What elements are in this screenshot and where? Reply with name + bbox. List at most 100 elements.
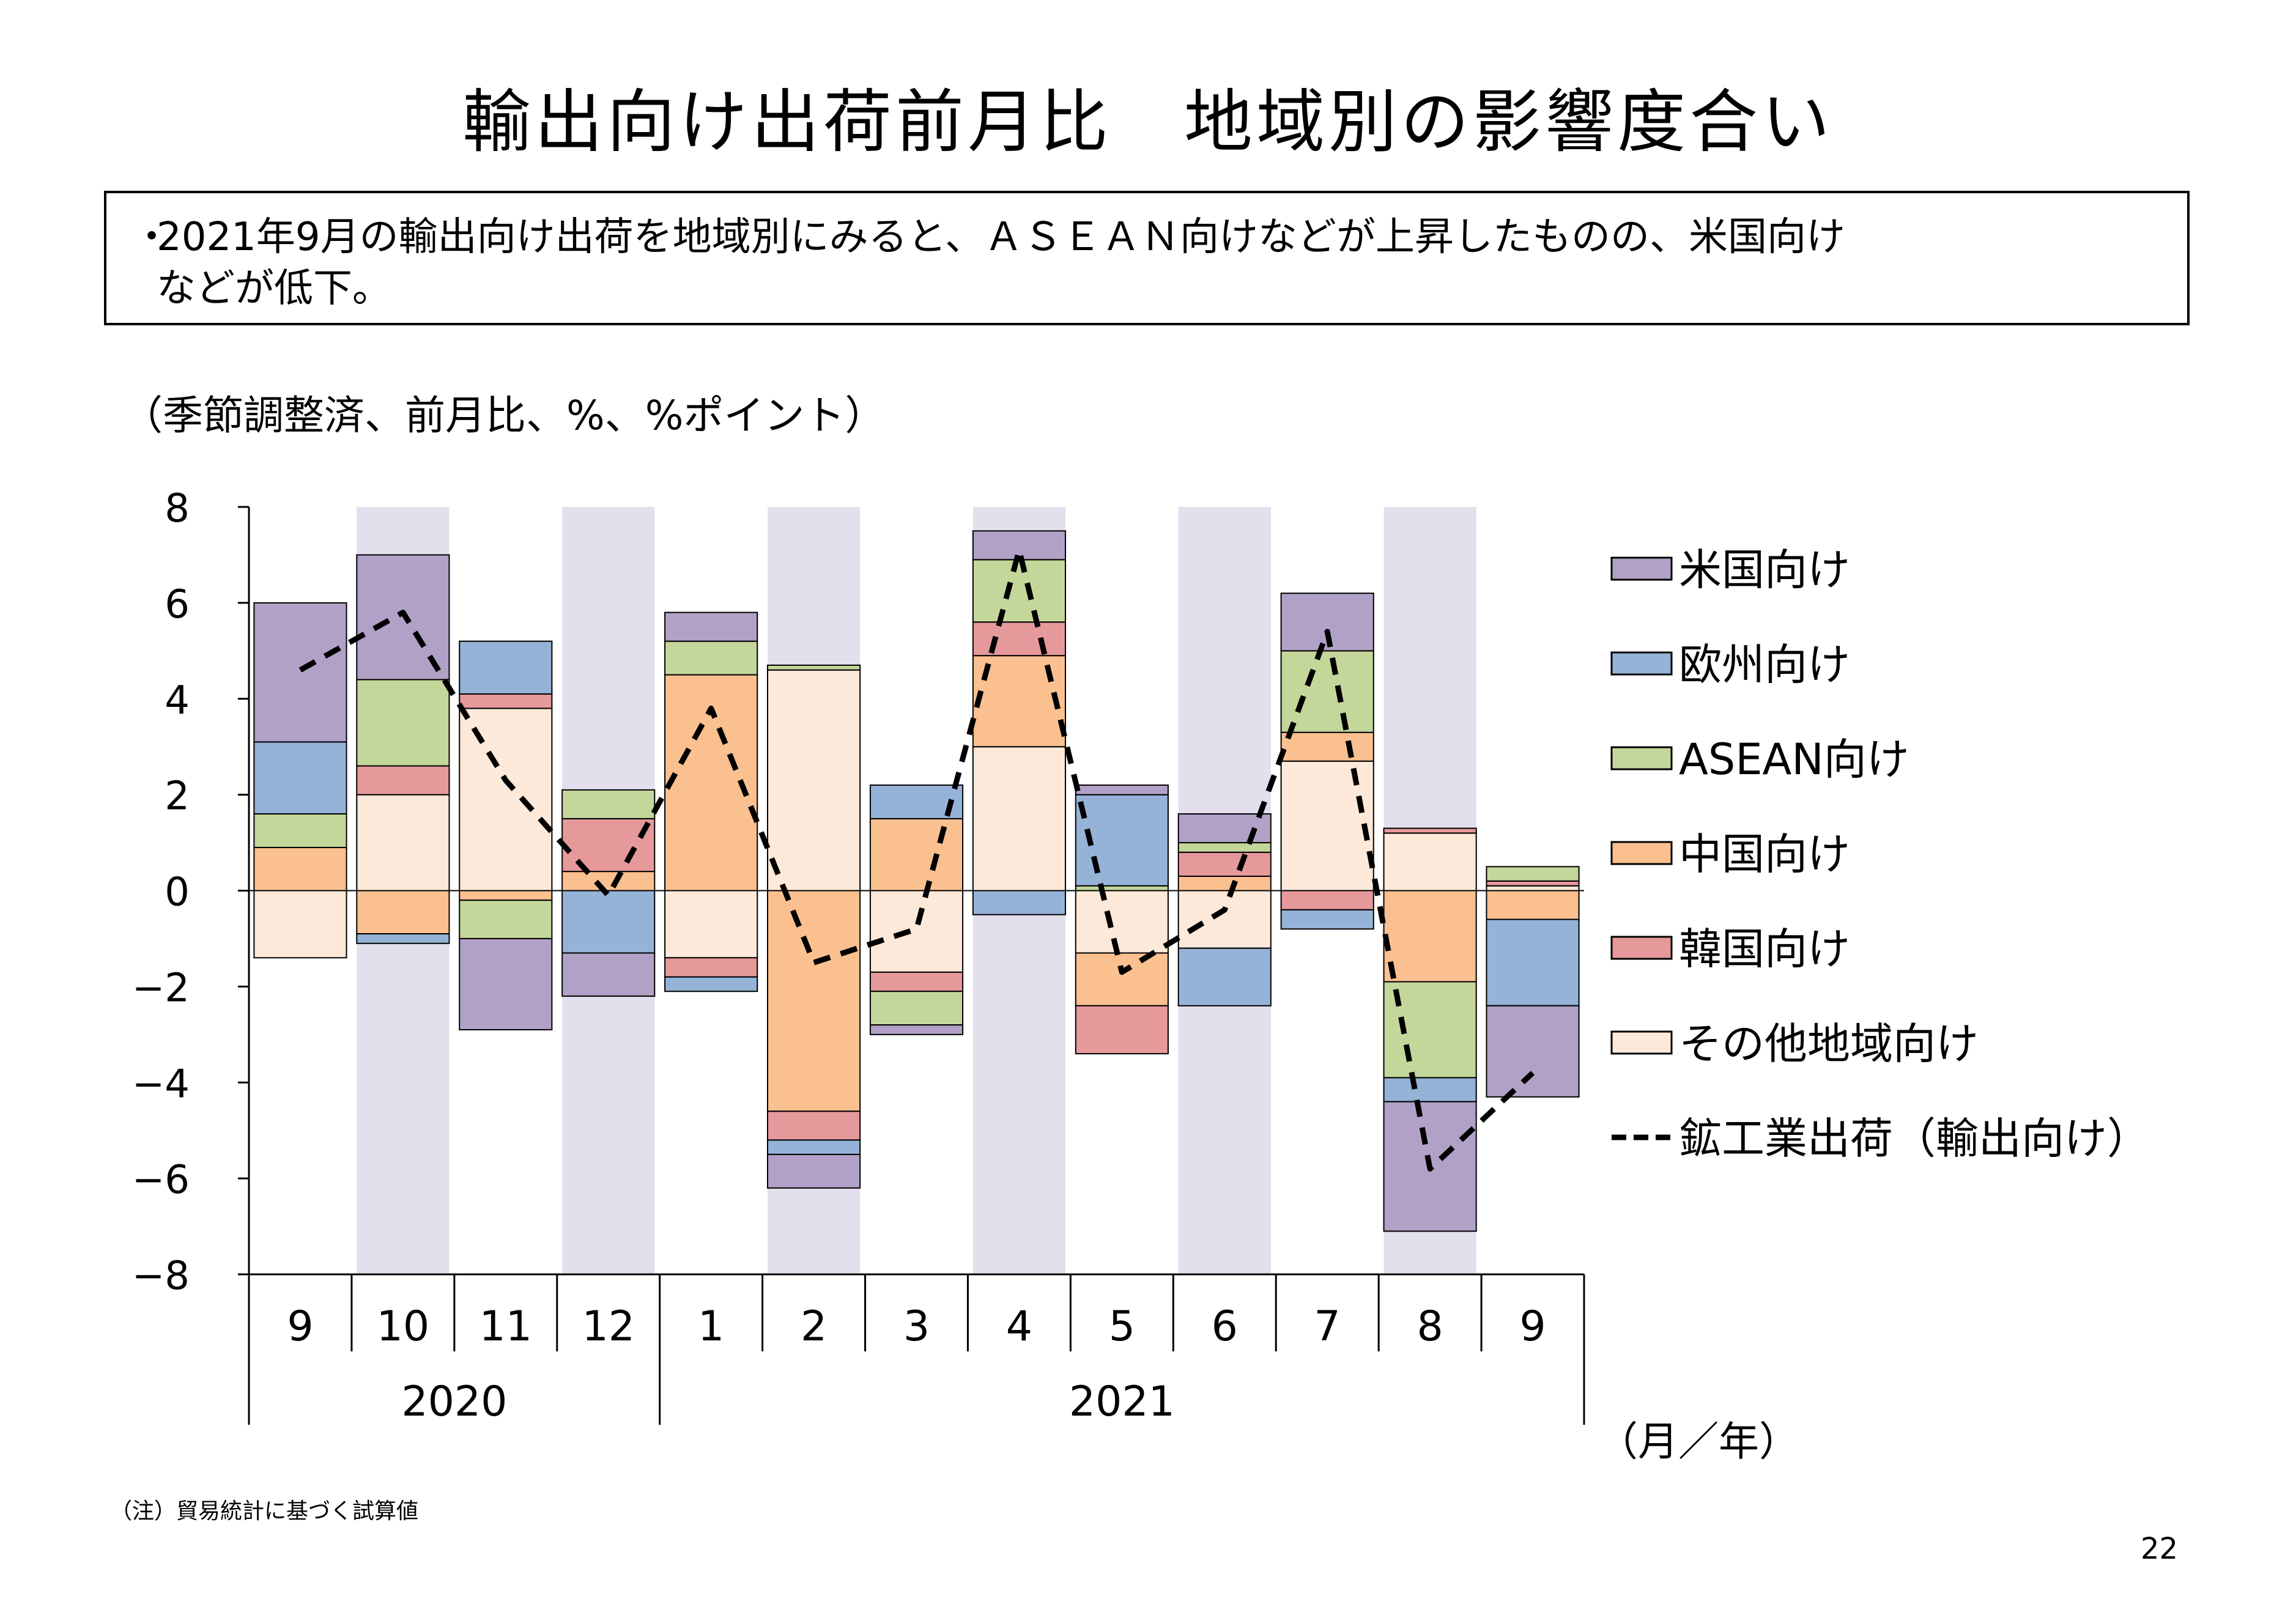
bar-segment: [253, 602, 347, 743]
summary-text-1: 2021年9月の輸出向け出荷を地域別にみると、ＡＳＥＡＮ向けなどが上昇したものの…: [157, 215, 1846, 260]
y-tick-label: 2: [165, 774, 190, 819]
footnote: （注）貿易統計に基づく試算値: [110, 1499, 419, 1524]
bar-segment: [459, 890, 553, 901]
bar-segment: [869, 971, 964, 992]
y-tick-label: −2: [132, 966, 190, 1011]
bar-segment: [1486, 880, 1580, 887]
bar-segment: [459, 937, 553, 1030]
bar-segment: [356, 794, 450, 892]
legend-swatch: [1610, 556, 1673, 581]
bar-segment: [767, 669, 861, 892]
bar-segment: [869, 890, 964, 973]
summary-line-2: などが低下。: [157, 266, 391, 311]
bar-segment: [972, 559, 1066, 623]
bar-segment: [1486, 1005, 1580, 1098]
bar-segment: [869, 991, 964, 1026]
legend-item: 米国向け: [1610, 545, 1850, 595]
bar-segment: [459, 707, 553, 892]
bar-segment: [1486, 885, 1580, 892]
legend-swatch: [1610, 841, 1673, 865]
x-tick-label: 4: [1006, 1302, 1032, 1351]
x-tick-label: 9: [287, 1302, 313, 1351]
bar-segment: [1383, 827, 1477, 834]
bar-segment: [1075, 784, 1169, 796]
bar-segment: [1280, 909, 1374, 930]
legend-item: 欧州向け: [1610, 640, 1850, 690]
bar-segment: [459, 900, 553, 939]
legend-label: 欧州向け: [1679, 640, 1850, 690]
legend-label: ASEAN向け: [1679, 734, 1909, 785]
y-tick-label: −8: [132, 1254, 190, 1299]
slide-title: 輸出向け出荷前月比 地域別の影響度合い: [462, 83, 1834, 162]
bar-segment: [561, 890, 656, 954]
legend-item: 鉱工業出荷（輸出向け）: [1612, 1114, 2150, 1164]
bar-segment: [972, 621, 1066, 657]
x-tick-label: 9: [1519, 1302, 1546, 1351]
legend-swatch: [1610, 936, 1673, 960]
y-tick-label: 6: [165, 582, 190, 627]
bar-segment: [664, 957, 758, 978]
legend-item: 韓国向け: [1610, 924, 1850, 974]
y-tick-label: 8: [165, 486, 190, 531]
bar-segment: [1486, 918, 1580, 1007]
bar-segment: [767, 1110, 861, 1141]
bar-segment: [1486, 890, 1580, 920]
bar-segment: [664, 976, 758, 992]
summary-box: ・2021年9月の輸出向け出荷を地域別にみると、ＡＳＥＡＮ向けなどが上昇したもの…: [104, 191, 2190, 325]
bar-segment: [664, 890, 758, 959]
y-tick-label: −6: [132, 1158, 190, 1203]
bar-segment: [1486, 866, 1580, 882]
x-tick-label: 10: [377, 1302, 430, 1351]
line-series-path: [298, 547, 1535, 1172]
legend-label: 韓国向け: [1679, 924, 1850, 974]
unit-label: （季節調整済、前月比、%、%ポイント）: [122, 392, 886, 439]
bar-segment: [664, 640, 758, 676]
bar-segment: [1075, 952, 1169, 1007]
bar-segment: [1280, 650, 1374, 733]
page-number: 22: [2141, 1532, 2179, 1566]
x-tick-label: 1: [698, 1302, 724, 1351]
bar-segment: [459, 693, 553, 709]
bar-segment: [869, 1024, 964, 1035]
x-tick-label: 11: [480, 1302, 533, 1351]
y-tick-label: −4: [132, 1062, 190, 1107]
y-tick-label: 4: [165, 678, 190, 723]
bar-segment: [1280, 593, 1374, 652]
bar-segment: [972, 890, 1066, 915]
bar-segment: [767, 664, 861, 671]
bar-segment: [1280, 731, 1374, 762]
bar-segment: [1177, 851, 1272, 877]
summary-line-1: ・2021年9月の輸出向け出荷を地域別にみると、ＡＳＥＡＮ向けなどが上昇したもの…: [132, 212, 2163, 263]
bar-segment: [1280, 890, 1374, 911]
legend-label: 米国向け: [1679, 545, 1850, 595]
x-tick-label: 8: [1416, 1302, 1443, 1351]
bar-segment: [1383, 832, 1477, 892]
bar-segment: [664, 611, 758, 642]
bar-segment: [561, 871, 656, 892]
bar-segment: [767, 1153, 861, 1189]
bar-segment: [561, 818, 656, 873]
bar-segment: [253, 890, 347, 959]
bar-segment: [1177, 842, 1272, 853]
legend-swatch: [1610, 746, 1673, 770]
x-tick-label: 5: [1109, 1302, 1135, 1351]
bar-segment: [972, 530, 1066, 561]
bar-segment: [356, 890, 450, 935]
x-tick-label: 3: [903, 1302, 930, 1351]
year-label: 2021: [1069, 1378, 1175, 1426]
legend-label: 鉱工業出荷（輸出向け）: [1679, 1114, 2150, 1164]
bar-segment: [1177, 890, 1272, 949]
bar-segment: [767, 890, 861, 1112]
legend-label: その他地域向け: [1679, 1019, 1979, 1069]
bar-segment: [253, 813, 347, 848]
bar-segment: [1177, 875, 1272, 892]
x-axis-label: （月／年）: [1598, 1418, 1799, 1465]
bar-segment: [356, 679, 450, 767]
bar-segment: [869, 818, 964, 892]
bar-segment: [1383, 1077, 1477, 1103]
bar-segment: [1383, 890, 1477, 983]
y-tick-label: 0: [165, 870, 190, 915]
bar-segment: [356, 933, 450, 944]
legend-swatch: [1610, 1030, 1673, 1055]
